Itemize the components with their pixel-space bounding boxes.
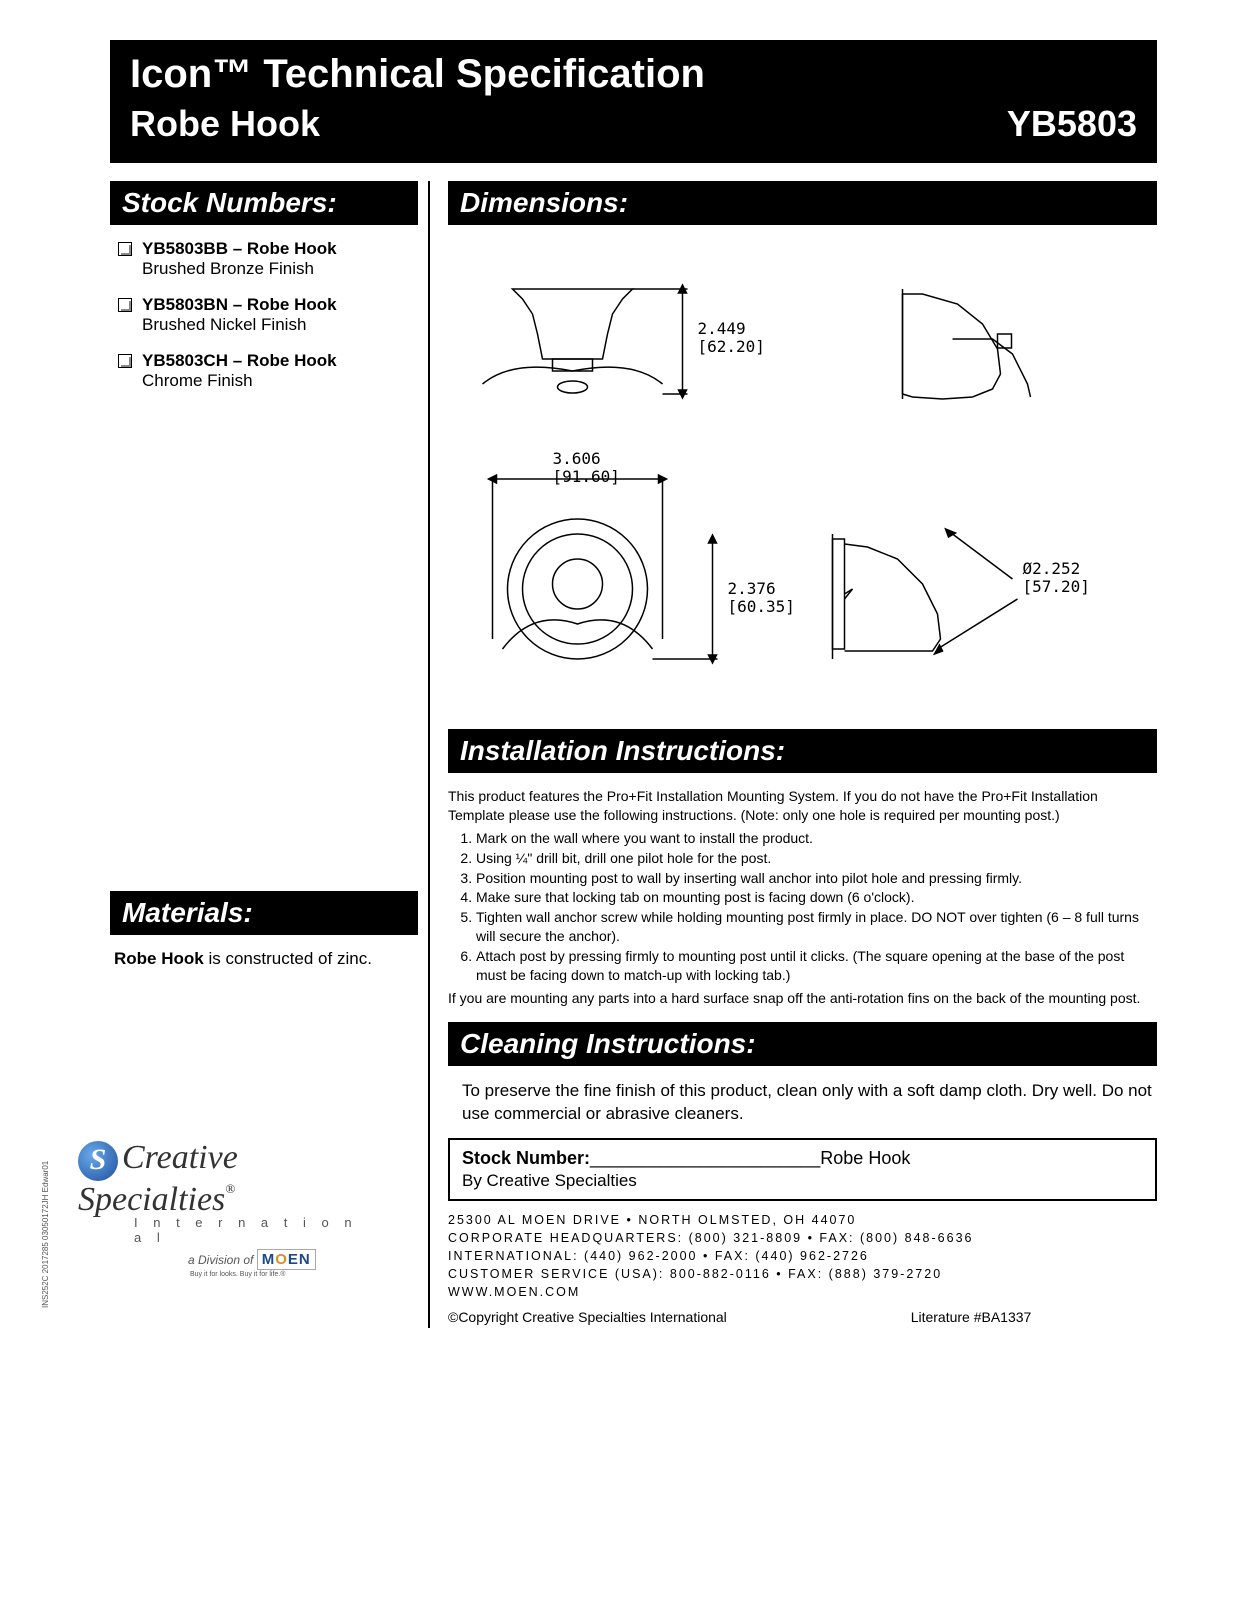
model-number: YB5803 [1007, 103, 1137, 145]
install-step: Using ¼" drill bit, drill one pilot hole… [476, 849, 1157, 868]
stock-item: YB5803BN – Robe Hook Brushed Nickel Fini… [118, 295, 418, 335]
stock-item: YB5803CH – Robe Hook Chrome Finish [118, 351, 418, 391]
title-product-row: Robe Hook YB5803 [130, 103, 1137, 145]
label-row1: Stock Number:_______________________Robe… [462, 1148, 1143, 1169]
dimensions-diagram: 2.449[62.20] 3.606[91.60] 2.376[60.35] Ø… [448, 239, 1157, 699]
materials-header: Materials: [110, 891, 418, 935]
stock-sku: YB5803BN – Robe Hook [142, 295, 337, 314]
stock-text: YB5803BN – Robe Hook Brushed Nickel Fini… [142, 295, 337, 335]
dim-diameter-label: Ø2.252[57.20] [1023, 559, 1090, 596]
square-bullet-icon [118, 242, 132, 256]
cleaning-header: Cleaning Instructions: [448, 1022, 1157, 1066]
moen-logo-icon: MOEN [257, 1249, 316, 1270]
square-bullet-icon [118, 298, 132, 312]
dimensions-header: Dimensions: [448, 181, 1157, 225]
stock-list: YB5803BB – Robe Hook Brushed Bronze Fini… [110, 239, 418, 391]
stock-text: YB5803BB – Robe Hook Brushed Bronze Fini… [142, 239, 337, 279]
stock-text: YB5803CH – Robe Hook Chrome Finish [142, 351, 337, 391]
side-doc-id: INS252C 2017285 03050172JH Edwar01 [41, 1160, 50, 1307]
footer-web: WWW.MOEN.COM [448, 1283, 1157, 1301]
logo-reg-mark: ® [225, 1181, 235, 1196]
stock-label-box: Stock Number:_______________________Robe… [448, 1138, 1157, 1201]
materials-bold: Robe Hook [114, 949, 204, 968]
logo-script-text: SCreative Specialties® [78, 1139, 378, 1218]
diagram-svg-icon: 2.449[62.20] 3.606[91.60] 2.376[60.35] Ø… [448, 239, 1157, 699]
footer-copyright-row: ©Copyright Creative Specialties Internat… [448, 1307, 1157, 1327]
materials-rest: is constructed of zinc. [204, 949, 372, 968]
footer-block: 25300 AL MOEN DRIVE • NORTH OLMSTED, OH … [448, 1211, 1157, 1328]
right-column: Dimensions: [448, 181, 1157, 1328]
dim-width-label: 3.606[91.60] [553, 449, 620, 486]
stock-sku: YB5803CH – Robe Hook [142, 351, 337, 370]
installation-intro: This product features the Pro+Fit Instal… [448, 787, 1157, 825]
footer-literature: Literature #BA1337 [911, 1307, 1032, 1327]
logo-division-text: a Division of [188, 1253, 253, 1267]
stock-numbers-header: Stock Numbers: [110, 181, 418, 225]
title-block: Icon™ Technical Specification Robe Hook … [110, 40, 1157, 163]
install-step: Mark on the wall where you want to insta… [476, 829, 1157, 848]
label-row2: By Creative Specialties [462, 1171, 1143, 1191]
materials-text: Robe Hook is constructed of zinc. [110, 949, 418, 969]
logo-circle-icon: S [78, 1141, 118, 1181]
installation-header: Installation Instructions: [448, 729, 1157, 773]
left-spacer [110, 411, 418, 891]
square-bullet-icon [118, 354, 132, 368]
install-step: Make sure that locking tab on mounting p… [476, 888, 1157, 907]
stock-item: YB5803BB – Robe Hook Brushed Bronze Fini… [118, 239, 418, 279]
page-root: Icon™ Technical Specification Robe Hook … [0, 0, 1237, 1368]
footer-corp: CORPORATE HEADQUARTERS: (800) 321-8809 •… [448, 1229, 1157, 1247]
label-product: Robe Hook [820, 1148, 910, 1168]
installation-steps: Mark on the wall where you want to insta… [448, 829, 1157, 985]
label-key: Stock Number: [462, 1148, 590, 1168]
stock-finish: Brushed Bronze Finish [142, 259, 337, 279]
dim-height-label: 2.449[62.20] [698, 319, 765, 356]
brand-logo: SCreative Specialties® I n t e r n a t i… [78, 1139, 378, 1277]
install-step: Tighten wall anchor screw while holding … [476, 908, 1157, 946]
installation-outro: If you are mounting any parts into a har… [448, 989, 1157, 1008]
footer-copyright: ©Copyright Creative Specialties Internat… [448, 1309, 727, 1325]
stock-finish: Brushed Nickel Finish [142, 315, 337, 335]
product-name: Robe Hook [130, 103, 320, 145]
footer-cust: CUSTOMER SERVICE (USA): 800-882-0116 • F… [448, 1265, 1157, 1283]
stock-sku: YB5803BB – Robe Hook [142, 239, 337, 258]
logo-division: a Division of MOEN Buy it for looks. Buy… [188, 1249, 378, 1278]
dim-depth-label: 2.376[60.35] [728, 579, 795, 616]
install-step: Position mounting post to wall by insert… [476, 869, 1157, 888]
footer-intl: INTERNATIONAL: (440) 962-2000 • FAX: (44… [448, 1247, 1157, 1265]
label-blank: _______________________ [590, 1148, 820, 1168]
moen-tagline: Buy it for looks. Buy it for life.® [190, 1271, 378, 1278]
logo-subtitle: I n t e r n a t i o n a l [134, 1215, 378, 1245]
cleaning-text: To preserve the fine finish of this prod… [448, 1080, 1157, 1126]
footer-address: 25300 AL MOEN DRIVE • NORTH OLMSTED, OH … [448, 1211, 1157, 1229]
stock-finish: Chrome Finish [142, 371, 337, 391]
install-step: Attach post by pressing firmly to mounti… [476, 947, 1157, 985]
title-spec-line: Icon™ Technical Specification [130, 52, 1137, 97]
